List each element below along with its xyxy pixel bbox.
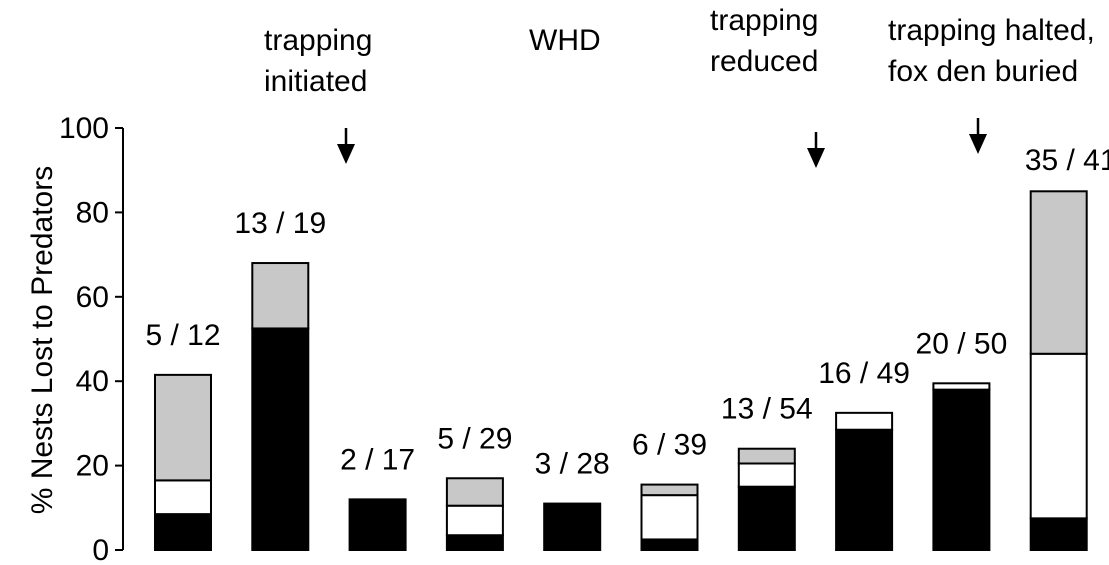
annotation-arrow-head <box>969 134 987 154</box>
bar-segment-gray <box>1029 190 1088 355</box>
annotation-line: initiated <box>264 65 368 98</box>
annotation-trapping-initiated: trapping initiated <box>264 20 372 102</box>
bar-segment-white <box>835 411 894 431</box>
annotation-arrow-head <box>807 148 825 168</box>
bar-segment-gray <box>640 483 699 497</box>
bar-segment-black <box>932 388 991 552</box>
bar-segment-gray <box>445 477 504 507</box>
bar-segment-white <box>1029 352 1088 520</box>
annotation-trapping-halted: trapping halted, fox den buried <box>888 10 1095 92</box>
bar-data-label: 3 / 28 <box>535 448 610 481</box>
bar-segment-black <box>640 538 699 552</box>
bar-data-label: 5 / 12 <box>145 319 220 352</box>
data-labels: 5 / 12 13 / 19 2 / 17 5 / 29 3 / 28 6 / 39 13 … <box>145 144 1109 481</box>
bar-segment-white <box>640 494 699 541</box>
bar-data-label: 2 / 17 <box>340 443 415 476</box>
annotation-trapping-reduced: trapping reduced <box>710 0 818 82</box>
bar-data-label: 20 / 50 <box>916 327 1008 360</box>
bar-segment-white <box>154 479 212 516</box>
annotation-line: trapping <box>264 24 373 57</box>
annotation-line: trapping halted, <box>888 14 1095 47</box>
y-tick-label: 40 <box>76 365 109 398</box>
bar-data-label: 5 / 29 <box>437 422 512 455</box>
y-tick-label: 100 <box>59 112 109 145</box>
bar-segment-white <box>932 382 991 391</box>
annotation-line: fox den buried <box>888 55 1079 88</box>
bar-segment-black <box>543 502 602 551</box>
annotation-arrows <box>337 118 987 168</box>
bar-segment-black <box>737 485 796 552</box>
y-tick-label: 20 <box>76 450 109 483</box>
annotation-line: trapping <box>710 4 819 37</box>
annotation-line: reduced <box>710 45 819 78</box>
bar-segment-black <box>251 327 310 552</box>
bar-segment-white <box>445 504 504 537</box>
bar-data-label: 13 / 19 <box>234 207 326 240</box>
annotation-arrow-head <box>337 144 355 164</box>
bar-segment-black <box>835 428 894 552</box>
y-tick-label: 80 <box>76 196 109 229</box>
y-tick-label: 60 <box>76 281 109 314</box>
bar-segment-gray <box>251 262 310 330</box>
bar-segment-white <box>737 462 796 488</box>
y-axis-label: % Nests Lost to Predators <box>26 166 59 515</box>
bar-data-label: 6 / 39 <box>632 429 707 462</box>
bar-segment-gray <box>737 447 796 465</box>
bar-segment-black <box>154 513 212 552</box>
bar-segment-gray <box>154 373 212 482</box>
axes: 0 20 40 60 80 100 <box>59 112 124 565</box>
bar-data-label: 35 / 41 <box>1025 144 1109 177</box>
bar-segment-black <box>348 498 407 551</box>
bar-data-label: 13 / 54 <box>721 393 813 426</box>
bar-segment-black <box>1029 517 1088 551</box>
annotation-whd: WHD <box>529 20 601 61</box>
bars <box>154 190 1088 552</box>
bar-segment-black <box>445 534 504 551</box>
bar-data-label: 16 / 49 <box>818 357 910 390</box>
y-tick-label: 0 <box>92 534 109 565</box>
annotation-line: WHD <box>529 24 601 57</box>
